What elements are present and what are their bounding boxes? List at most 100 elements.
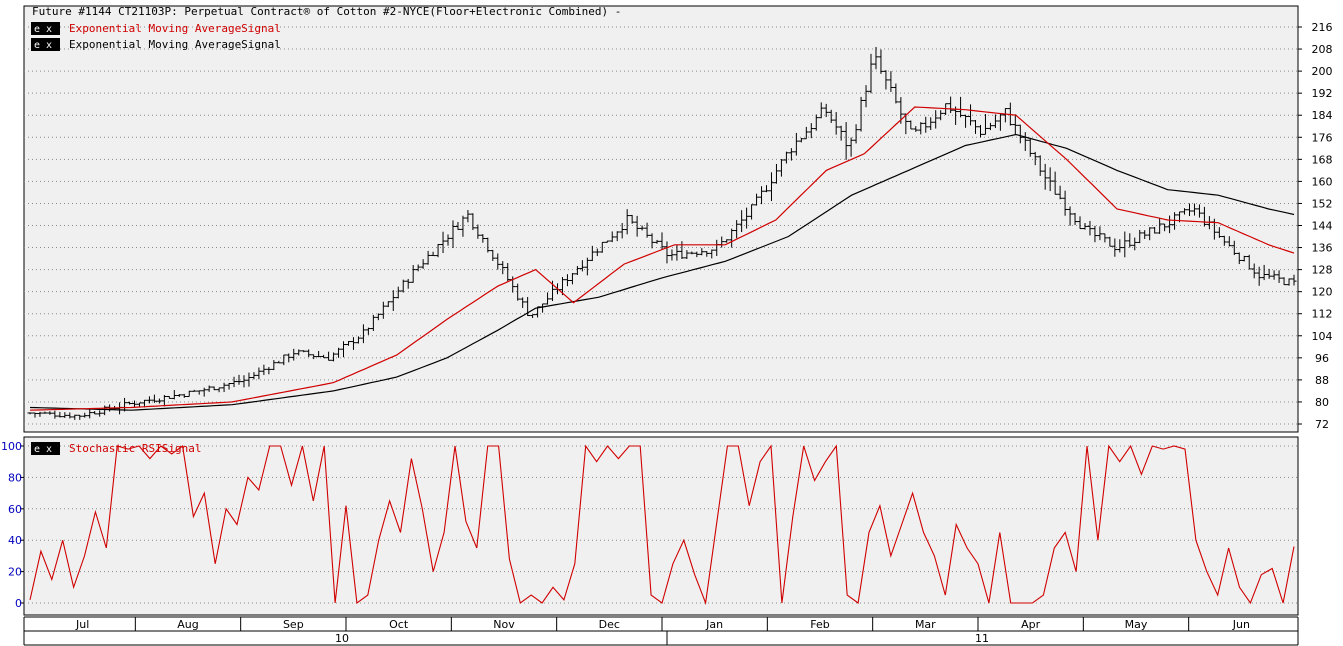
ohlc-bar xyxy=(569,273,575,285)
ohlc-bar xyxy=(505,262,511,282)
price-tick-label: 72 xyxy=(1315,418,1329,431)
ohlc-bar xyxy=(261,364,267,376)
legend-ema-slow[interactable]: e x Exponential Moving AverageSignal xyxy=(31,38,281,51)
ohlc-bar xyxy=(266,367,272,375)
ohlc-bar xyxy=(470,213,476,231)
osc-y-axis: 100 80 60 40 20 0 xyxy=(1,440,24,610)
ohlc-bar xyxy=(360,324,366,344)
price-tick-label: 96 xyxy=(1315,352,1329,365)
ohlc-bar xyxy=(276,360,282,364)
year-label-2011: 11 xyxy=(975,632,989,645)
ohlc-bar xyxy=(559,277,565,296)
stoch-rsi-line xyxy=(29,444,1295,606)
ohlc-bar xyxy=(326,351,332,361)
ohlc-bar xyxy=(684,250,690,259)
ohlc-bar xyxy=(1266,268,1272,279)
ohlc-bar xyxy=(1072,212,1078,225)
ohlc-bar xyxy=(788,148,794,161)
year-label-2010: 10 xyxy=(335,632,349,645)
ohlc-bar xyxy=(146,396,152,404)
ohlc-bar xyxy=(545,292,551,305)
month-label: Oct xyxy=(389,618,409,631)
ohlc-bar xyxy=(495,253,501,270)
ohlc-bar xyxy=(1112,238,1118,257)
ohlc-bar xyxy=(1196,204,1202,218)
ohlc-bar xyxy=(271,360,277,371)
month-label: Jun xyxy=(1232,618,1250,631)
ohlc-bar xyxy=(221,382,227,393)
legend-ema-fast-badge: e x xyxy=(34,24,52,35)
ohlc-bar xyxy=(923,116,929,133)
ohlc-bar xyxy=(405,278,411,289)
ohlc-bar xyxy=(181,393,187,398)
ohlc-bar xyxy=(793,132,799,156)
ohlc-bar xyxy=(67,412,73,419)
ohlc-bar xyxy=(301,350,307,353)
ohlc-bar xyxy=(435,244,441,258)
ohlc-bar xyxy=(982,114,988,135)
ohlc-bar xyxy=(858,96,864,132)
legend-stoch-rsi[interactable]: e x Stochastic RSISignal xyxy=(31,442,201,455)
ohlc-bar xyxy=(729,228,735,248)
ohlc-bar xyxy=(286,353,292,363)
ohlc-bar xyxy=(1027,138,1033,157)
ohlc-bar xyxy=(639,225,645,231)
ohlc-bar xyxy=(689,251,695,255)
ohlc-bar xyxy=(1251,263,1257,279)
ohlc-bar xyxy=(161,394,167,407)
ohlc-bar xyxy=(828,109,834,123)
month-label: Jan xyxy=(705,618,723,631)
price-tick-label: 184 xyxy=(1312,109,1333,122)
ohlc-bar xyxy=(1127,233,1133,248)
osc-tick-label: 100 xyxy=(1,440,22,453)
ohlc-bar xyxy=(1107,236,1113,247)
ohlc-bar xyxy=(166,395,172,399)
ohlc-bar xyxy=(963,114,969,128)
legend-ema-fast[interactable]: e x Exponential Moving AverageSignal xyxy=(31,22,281,35)
ohlc-bar xyxy=(430,251,436,257)
ema-slow-line xyxy=(29,133,1295,411)
ohlc-bar xyxy=(380,301,386,319)
osc-gridlines xyxy=(24,445,1298,604)
ohlc-bar xyxy=(634,215,640,237)
osc-tick-label: 20 xyxy=(8,566,22,579)
month-label: Aug xyxy=(177,618,198,631)
ohlc-bar xyxy=(256,367,262,380)
ohlc-bar xyxy=(465,209,471,223)
ohlc-bar xyxy=(176,394,182,397)
ohlc-bar xyxy=(669,249,675,261)
ohlc-bar xyxy=(47,411,53,415)
price-panel xyxy=(23,5,1299,433)
osc-tick-label: 40 xyxy=(8,534,22,547)
price-tick-label: 176 xyxy=(1312,131,1333,144)
ohlc-bar xyxy=(1167,215,1173,234)
ohlc-bar xyxy=(520,297,526,308)
ohlc-bar xyxy=(445,234,451,246)
legend-stoch-rsi-label: Stochastic RSISignal xyxy=(69,442,201,455)
ohlc-bar xyxy=(251,372,257,380)
ohlc-bar xyxy=(823,103,829,118)
ohlc-bar xyxy=(893,83,899,104)
price-tick-label: 192 xyxy=(1312,87,1333,100)
ohlc-bar xyxy=(599,241,605,253)
ohlc-bar xyxy=(1032,151,1038,166)
ohlc-bar xyxy=(948,96,954,114)
ohlc-bar xyxy=(803,126,809,140)
ohlc-bar xyxy=(355,336,361,344)
ohlc-bar xyxy=(1186,203,1192,217)
ohlc-bar xyxy=(296,349,302,356)
ohlc-bar xyxy=(913,126,919,132)
ohlc-bar xyxy=(341,341,347,358)
ohlc-bar xyxy=(1102,233,1108,243)
ohlc-bar xyxy=(27,412,33,415)
ohlc-bar xyxy=(102,405,108,416)
price-gridlines xyxy=(24,26,1298,425)
ohlc-bar xyxy=(1271,270,1277,280)
ohlc-bar xyxy=(370,314,376,331)
ohlc-bar xyxy=(92,411,98,415)
ohlc-bar xyxy=(664,241,670,264)
ohlc-bar xyxy=(699,248,705,256)
ohlc-bar xyxy=(808,123,814,139)
ohlc-bar xyxy=(32,412,38,418)
ohlc-bar xyxy=(425,250,431,265)
